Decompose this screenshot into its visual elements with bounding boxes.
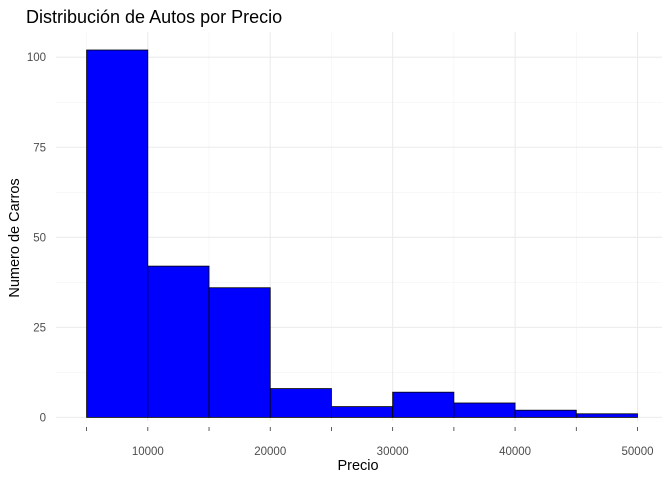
histogram-bar xyxy=(392,391,455,418)
x-tick-label: 20000 xyxy=(254,446,286,458)
histogram-bar xyxy=(86,49,149,418)
x-tick-label: 40000 xyxy=(499,446,531,458)
chart-title: Distribución de Autos por Precio xyxy=(26,7,282,27)
y-tick-label: 0 xyxy=(40,412,46,424)
bars xyxy=(86,49,638,418)
y-axis-title: Numero de Carros xyxy=(7,178,23,297)
tick-labels: 10000 20000 30000 40000 50000 0 25 50 75 100 xyxy=(27,52,654,458)
histogram-bar xyxy=(575,413,638,418)
x-tick-label: 30000 xyxy=(377,446,409,458)
x-axis-title: Precio xyxy=(337,458,378,474)
axis-ticks xyxy=(86,427,638,431)
y-tick-label: 100 xyxy=(27,52,46,64)
y-tick-label: 75 xyxy=(33,142,46,154)
y-tick-label: 25 xyxy=(33,322,46,334)
x-tick-label: 10000 xyxy=(132,446,164,458)
histogram-bar xyxy=(147,265,210,418)
histogram-bar xyxy=(208,287,271,418)
y-tick-label: 50 xyxy=(33,232,46,244)
histogram-bar xyxy=(269,388,332,418)
histogram-bar xyxy=(331,406,394,418)
histogram-bar xyxy=(514,409,577,418)
histogram-bar xyxy=(453,402,516,418)
x-tick-label: 50000 xyxy=(622,446,654,458)
